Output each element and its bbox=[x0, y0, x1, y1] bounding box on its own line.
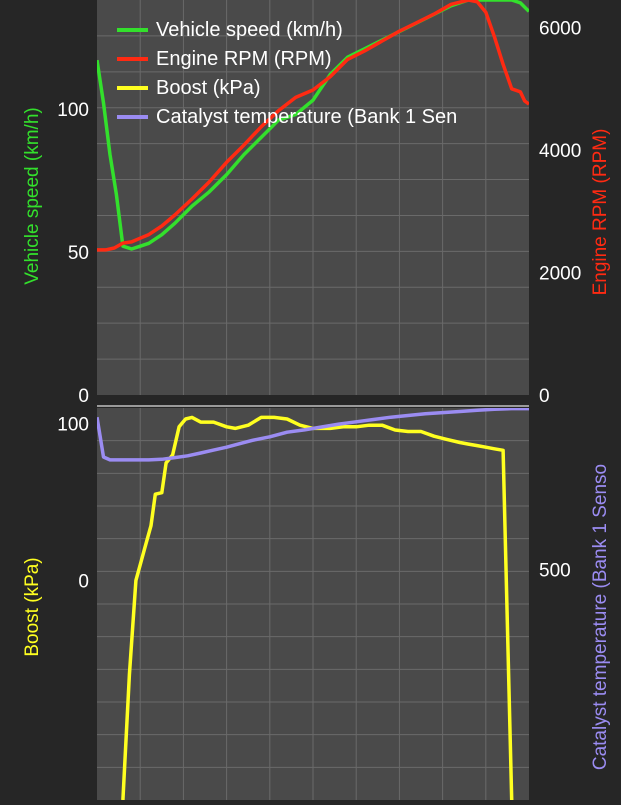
right-axis-title: Catalyst temperature (Bank 1 Senso bbox=[590, 464, 611, 770]
right-tick-label: 6000 bbox=[539, 19, 581, 40]
catalyst-temperature-series bbox=[97, 408, 529, 462]
left-axis-title: Vehicle speed (km/h) bbox=[22, 107, 43, 284]
legend-label: Vehicle speed (km/h) bbox=[156, 19, 343, 41]
right-tick-label: 2000 bbox=[539, 264, 581, 285]
legend-label: Boost (kPa) bbox=[156, 77, 260, 99]
boost-series bbox=[121, 415, 514, 800]
left-axis-title: Boost (kPa) bbox=[22, 557, 43, 656]
right-tick-label: 500 bbox=[539, 560, 571, 581]
right-axis-title: Engine RPM (RPM) bbox=[590, 129, 611, 296]
engine-rpm-series bbox=[97, 0, 529, 252]
left-tick-label: 100 bbox=[57, 415, 89, 436]
vehicle-speed-series bbox=[97, 0, 529, 251]
right-tick-label: 4000 bbox=[539, 141, 581, 162]
right-tick-label: 0 bbox=[539, 386, 550, 407]
left-tick-label: 0 bbox=[78, 571, 89, 592]
legend-label: Engine RPM (RPM) bbox=[156, 48, 332, 70]
left-tick-label: 50 bbox=[68, 243, 89, 264]
legend-label: Catalyst temperature (Bank 1 Sen bbox=[156, 106, 457, 128]
left-tick-label: 100 bbox=[57, 100, 89, 121]
left-tick-label: 0 bbox=[78, 386, 89, 407]
